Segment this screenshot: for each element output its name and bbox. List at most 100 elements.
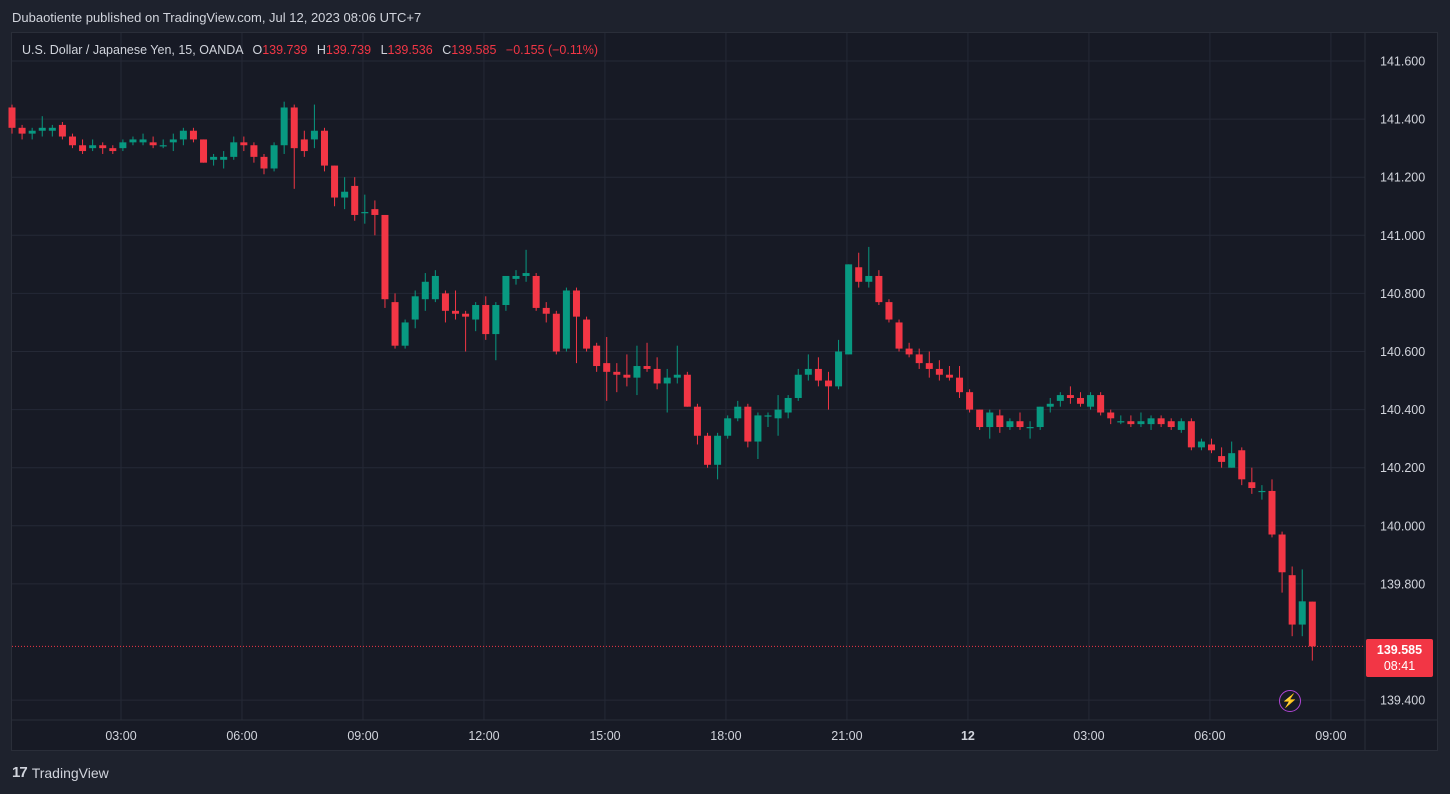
candle-body [129,139,137,143]
y-tick-label: 140.800 [1380,287,1425,301]
high-label: H [316,43,326,57]
candle-body [149,142,157,146]
candle-body [89,145,97,149]
candle-body [79,145,87,152]
symbol-name[interactable]: U.S. Dollar / Japanese Yen, 15, OANDA [22,43,243,57]
x-tick-label: 15:00 [589,729,620,743]
candle-body [1076,397,1084,404]
candle-body [28,130,36,134]
candle-body [1046,403,1054,407]
x-tick-label: 03:00 [1073,729,1104,743]
candle-body [794,374,802,398]
close-value: 139.585 [451,43,497,57]
candle-body [462,313,470,317]
ohlc-legend: U.S. Dollar / Japanese Yen, 15, OANDA O1… [22,43,598,57]
open-value: 139.739 [262,43,308,57]
candle-body [855,267,863,282]
candle-body [562,290,570,349]
candle-body [885,302,893,320]
candle-body [1278,534,1286,573]
candle-body [210,156,218,160]
candle-body [956,377,964,393]
candle-body [1288,575,1296,625]
y-tick-label: 140.200 [1380,461,1425,475]
candle-body [169,139,177,143]
candle-body [835,351,843,387]
candle-body [643,366,651,369]
candle-body [986,412,994,428]
candle-body [159,145,167,147]
candle-body [693,406,701,436]
candle-body [996,415,1004,428]
candle-body [945,374,953,378]
candle-body [472,305,480,320]
candle-body [734,406,742,419]
candle-body [512,275,520,279]
y-tick-label: 140.000 [1380,519,1425,533]
candle-body [341,191,349,198]
brand-name: TradingView [31,764,109,781]
chart-pane[interactable] [11,32,1438,751]
candle-body [1308,601,1316,647]
candle-body [99,145,107,149]
candle-body [593,345,601,367]
candle-body [270,145,278,169]
candle-body [1006,421,1014,428]
candle-body [179,130,187,140]
candle-body [48,127,56,131]
candle-body [845,264,853,355]
candle-body [1107,412,1115,419]
candle-body [220,156,228,160]
candle-body [764,415,772,417]
publish-line: Dubaotiente published on TradingView.com… [12,10,422,25]
candle-body [1298,601,1306,625]
candle-body [522,273,530,276]
candle-body [452,310,460,314]
x-tick-label: 09:00 [1315,729,1346,743]
low-value: 139.536 [387,43,433,57]
candle-body [814,368,822,381]
candle-body [1157,418,1165,425]
candle-body [865,275,873,282]
candle-body [754,415,762,442]
candle-body [492,305,500,335]
footer-brand[interactable]: 17 TradingView [12,764,109,781]
candle-body [1127,421,1135,425]
candle-body [1228,453,1236,468]
candle-body [411,296,419,320]
candle-body [230,142,238,157]
candle-body [1248,482,1256,489]
candle-body [240,142,248,146]
candle-body [1147,418,1155,425]
candle-body [1137,421,1145,425]
candle-body [300,139,308,152]
candle-body [784,397,792,413]
candle-body [320,130,328,166]
candle-body [8,107,16,128]
candle-countdown: 08:41 [1383,659,1416,673]
y-tick-label: 141.400 [1380,113,1425,127]
y-tick-label: 139.400 [1380,694,1425,708]
candle-body [260,156,268,169]
candle-body [623,374,631,378]
candle-body [280,107,288,146]
candle-body [572,290,580,317]
candle-body [351,185,359,215]
lightning-icon[interactable]: ⚡ [1279,690,1301,712]
candle-body [744,406,752,442]
candle-body [139,139,147,143]
y-tick-label: 141.000 [1380,229,1425,243]
candle-body [401,322,409,346]
low-label: L [380,43,388,57]
candle-body [935,368,943,375]
candle-body [633,366,641,378]
candle-body [1036,406,1044,428]
candle-body [925,363,933,369]
candle-body [1238,450,1246,480]
candle-body [200,139,208,163]
candle-body [1167,421,1175,428]
candle-body [824,380,832,387]
candle-body [704,435,712,465]
candle-body [502,275,510,306]
